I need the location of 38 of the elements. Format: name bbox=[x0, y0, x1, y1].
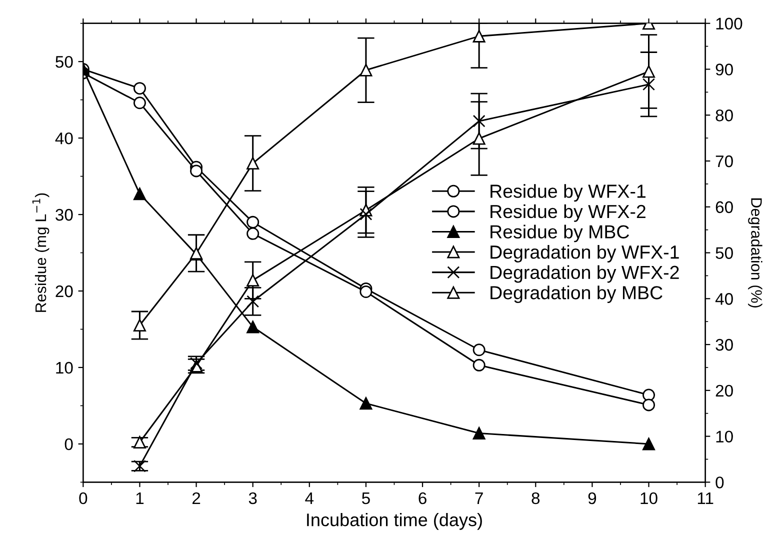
legend-label: Residue by WFX-1 bbox=[490, 184, 646, 202]
x-tick-label: 2 bbox=[192, 492, 200, 504]
x-tick-label: 3 bbox=[248, 492, 257, 504]
y2-tick-label: 40 bbox=[715, 293, 733, 305]
y2-tick-label: 60 bbox=[716, 201, 733, 214]
x-tick-label: 6 bbox=[418, 492, 426, 504]
y-tick-label: 10 bbox=[56, 362, 73, 374]
x-tick-label: 7 bbox=[475, 492, 483, 504]
y2-axis-title: Degradation (%) bbox=[748, 198, 762, 308]
x-tick-label: 10 bbox=[640, 492, 658, 504]
y2-tick-label: 50 bbox=[716, 247, 733, 259]
y2-tick-label: 10 bbox=[716, 430, 733, 443]
y-tick-label: 50 bbox=[56, 56, 73, 68]
legend-label: Residue by WFX-2 bbox=[490, 204, 646, 222]
y-tick-label: 20 bbox=[56, 285, 73, 298]
y2-tick-label: 0 bbox=[716, 476, 724, 488]
x-tick-label: 8 bbox=[532, 492, 540, 504]
y-tick-label: 40 bbox=[55, 132, 73, 144]
x-axis-title: Incubation time (days) bbox=[307, 513, 482, 530]
x-tick-label: 1 bbox=[136, 492, 144, 504]
legend-label: Degradation by WFX-1 bbox=[490, 244, 679, 262]
y2-tick-label: 20 bbox=[716, 384, 733, 397]
y-tick-label: 0 bbox=[64, 438, 73, 450]
x-tick-label: 5 bbox=[362, 492, 370, 504]
x-tick-label: 9 bbox=[588, 492, 596, 504]
legend-label: Degradation by WFX-2 bbox=[490, 265, 679, 283]
x-tick-label: 0 bbox=[79, 492, 88, 504]
y-axis-title: Residue (mg L$^{−1}$) bbox=[32, 193, 50, 312]
y2-tick-label: 90 bbox=[716, 64, 733, 76]
x-tick-label: 11 bbox=[698, 492, 714, 504]
x-tick-label: 4 bbox=[305, 492, 314, 504]
legend-label: Residue by MBC bbox=[490, 224, 630, 242]
y2-tick-label: 30 bbox=[716, 338, 733, 351]
y2-tick-label: 70 bbox=[716, 155, 733, 168]
y2-tick-label: 80 bbox=[716, 110, 733, 122]
y2-tick-label: 100 bbox=[716, 18, 742, 30]
y-tick-label: 30 bbox=[56, 208, 73, 221]
legend-label: Degradation by MBC bbox=[490, 286, 662, 304]
